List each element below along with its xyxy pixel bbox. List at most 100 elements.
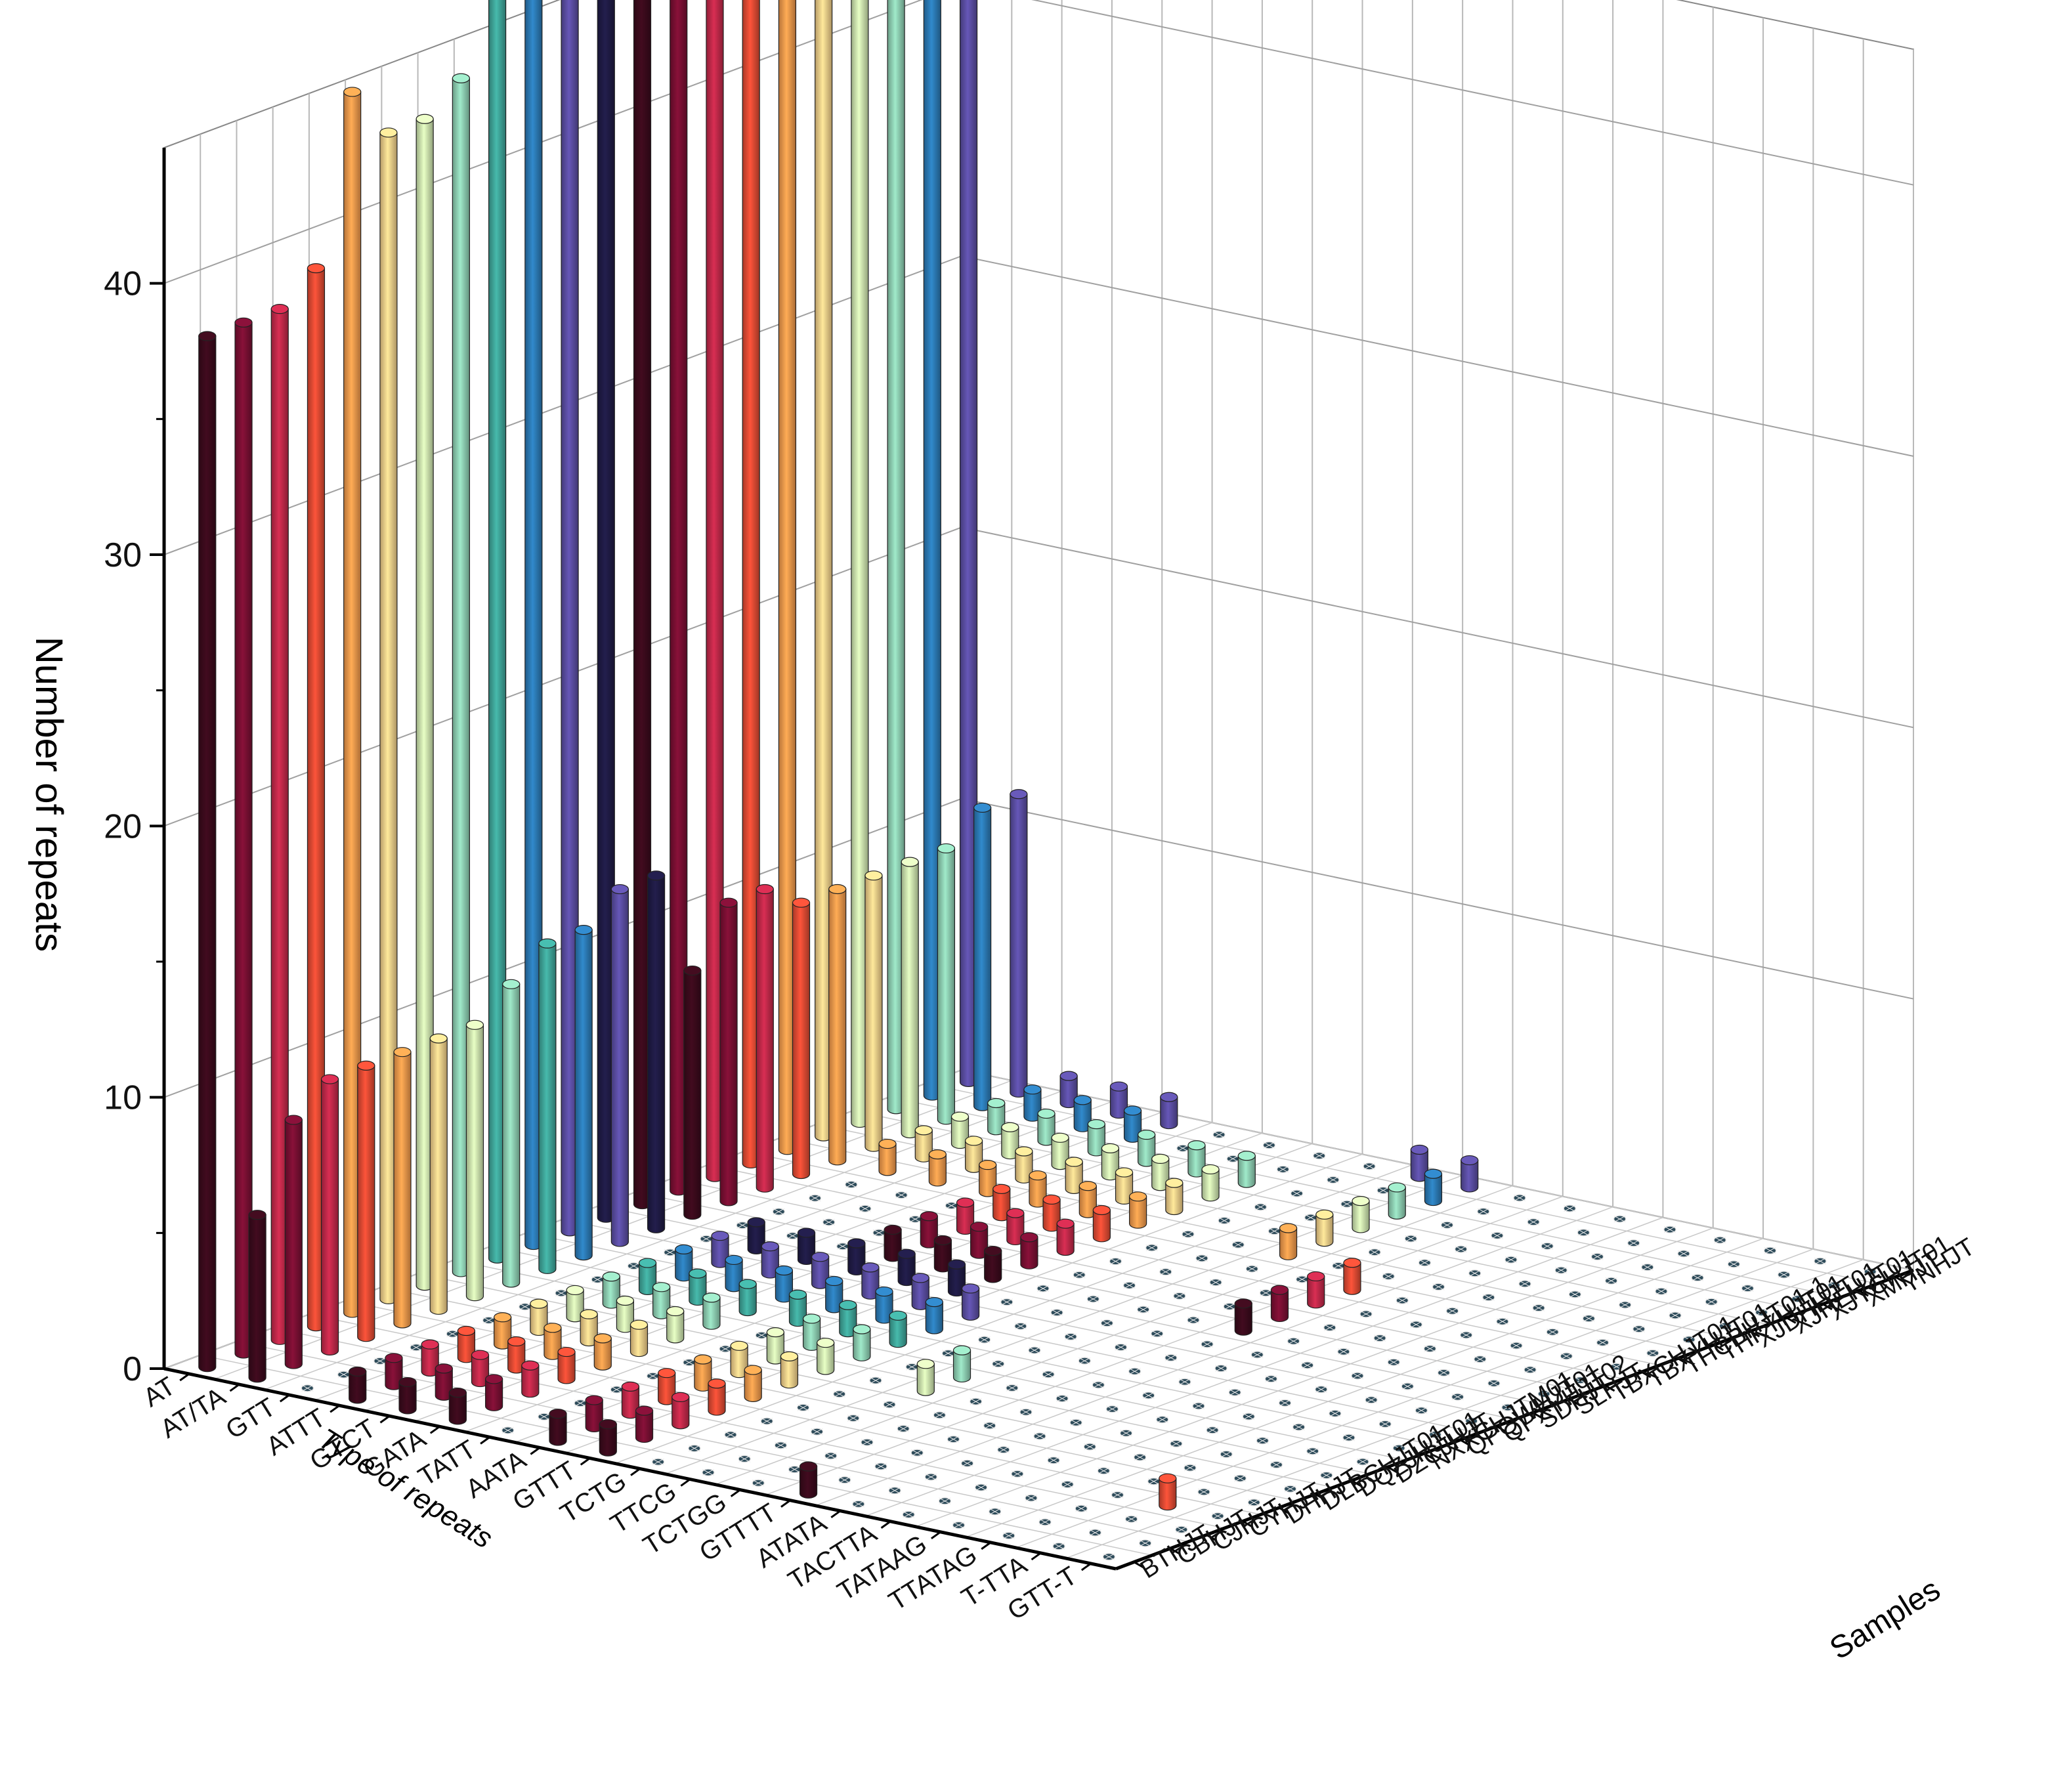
- bar: [1020, 1232, 1038, 1269]
- bar: [861, 1262, 880, 1300]
- y-tick: [1459, 1439, 1470, 1446]
- empty-marker: [1632, 1325, 1646, 1333]
- bar: [1201, 1164, 1220, 1202]
- empty-marker: [683, 1358, 696, 1367]
- bar: [349, 1366, 367, 1404]
- bar: [507, 1336, 526, 1374]
- bar: [799, 1461, 818, 1499]
- empty-marker: [337, 1371, 351, 1378]
- y-tick: [1206, 1533, 1216, 1541]
- empty-marker: [1496, 1317, 1509, 1325]
- empty-marker: [1677, 1250, 1690, 1258]
- empty-marker: [1619, 1301, 1632, 1309]
- empty-marker: [1468, 1269, 1482, 1277]
- bar: [875, 1286, 893, 1324]
- x-tick: [680, 1478, 691, 1487]
- empty-marker: [591, 1275, 604, 1283]
- empty-marker: [1036, 1285, 1050, 1292]
- empty-marker: [808, 1194, 822, 1202]
- empty-marker: [1264, 1375, 1278, 1383]
- bar: [1159, 1473, 1177, 1511]
- floor-gridline: [672, 1178, 1624, 1380]
- x-tick: [429, 1426, 440, 1434]
- empty-marker: [1086, 1295, 1099, 1303]
- empty-marker: [1763, 1247, 1777, 1254]
- x-tick: [780, 1499, 791, 1508]
- bar: [234, 317, 253, 1359]
- empty-marker: [1501, 1403, 1514, 1411]
- empty-marker: [1250, 1351, 1264, 1359]
- empty-marker: [1363, 1163, 1376, 1170]
- empty-marker: [1304, 1214, 1317, 1222]
- bar: [744, 1365, 762, 1402]
- empty-marker: [1864, 1268, 1877, 1275]
- empty-marker: [1052, 1542, 1065, 1550]
- empty-marker: [1102, 1553, 1116, 1561]
- bar: [638, 1258, 657, 1295]
- empty-marker: [1713, 1236, 1726, 1244]
- x-tick: [630, 1468, 641, 1476]
- empty-marker: [1604, 1277, 1618, 1285]
- y-tick: [1604, 1384, 1615, 1392]
- bar: [780, 1351, 799, 1389]
- bar: [385, 1353, 403, 1390]
- empty-marker: [847, 1414, 860, 1422]
- bar: [952, 1345, 971, 1383]
- empty-marker: [1128, 1367, 1141, 1375]
- empty-marker: [1142, 1392, 1155, 1399]
- empty-marker: [1582, 1315, 1596, 1323]
- empty-marker: [859, 1205, 872, 1212]
- empty-marker: [1156, 1416, 1169, 1424]
- empty-marker: [1669, 1312, 1682, 1319]
- bar: [602, 1271, 620, 1309]
- bar: [788, 1289, 807, 1327]
- bar: [1352, 1196, 1370, 1233]
- bar: [1092, 1205, 1111, 1243]
- bar: [1023, 1084, 1042, 1122]
- empty-marker: [1201, 1340, 1214, 1348]
- y-tick: [1133, 1561, 1144, 1568]
- empty-marker: [574, 1399, 587, 1407]
- empty-marker: [1283, 1485, 1297, 1493]
- empty-marker: [1038, 1518, 1052, 1526]
- empty-marker: [933, 1411, 946, 1419]
- bar: [666, 1306, 685, 1344]
- empty-marker: [1184, 1464, 1197, 1472]
- bar: [248, 1210, 267, 1383]
- bar: [828, 884, 847, 1166]
- empty-marker: [1541, 1242, 1554, 1250]
- empty-marker: [446, 1330, 459, 1338]
- empty-marker: [1532, 1304, 1545, 1312]
- bar: [1138, 1130, 1156, 1167]
- bar: [457, 1325, 476, 1363]
- empty-marker: [1524, 1366, 1537, 1374]
- empty-marker: [1663, 1226, 1676, 1233]
- empty-marker: [945, 1202, 958, 1210]
- empty-marker: [895, 1191, 908, 1199]
- empty-marker: [1376, 1186, 1390, 1195]
- empty-marker: [1387, 1358, 1400, 1366]
- bar: [970, 1222, 989, 1259]
- bar: [864, 870, 883, 1152]
- bar: [629, 1319, 649, 1357]
- x-tick: [379, 1415, 391, 1424]
- empty-marker: [1173, 1292, 1186, 1300]
- y-tick: [1351, 1480, 1361, 1487]
- empty-marker: [1323, 1323, 1336, 1332]
- empty-marker: [373, 1357, 387, 1365]
- empty-marker: [1006, 1384, 1019, 1392]
- empty-marker: [836, 1243, 849, 1250]
- empty-marker: [1460, 1331, 1473, 1339]
- bar: [610, 884, 629, 1247]
- empty-marker: [838, 1476, 851, 1484]
- empty-marker: [1791, 1295, 1804, 1303]
- bar: [1343, 1258, 1361, 1295]
- empty-marker: [519, 1303, 532, 1311]
- empty-marker: [1254, 1203, 1267, 1211]
- empty-marker: [1296, 1275, 1309, 1283]
- empty-marker: [1047, 1457, 1060, 1464]
- z-tick-label: 40: [104, 265, 142, 303]
- empty-marker: [952, 1521, 966, 1529]
- empty-marker: [997, 1446, 1010, 1454]
- bar: [1165, 1178, 1184, 1216]
